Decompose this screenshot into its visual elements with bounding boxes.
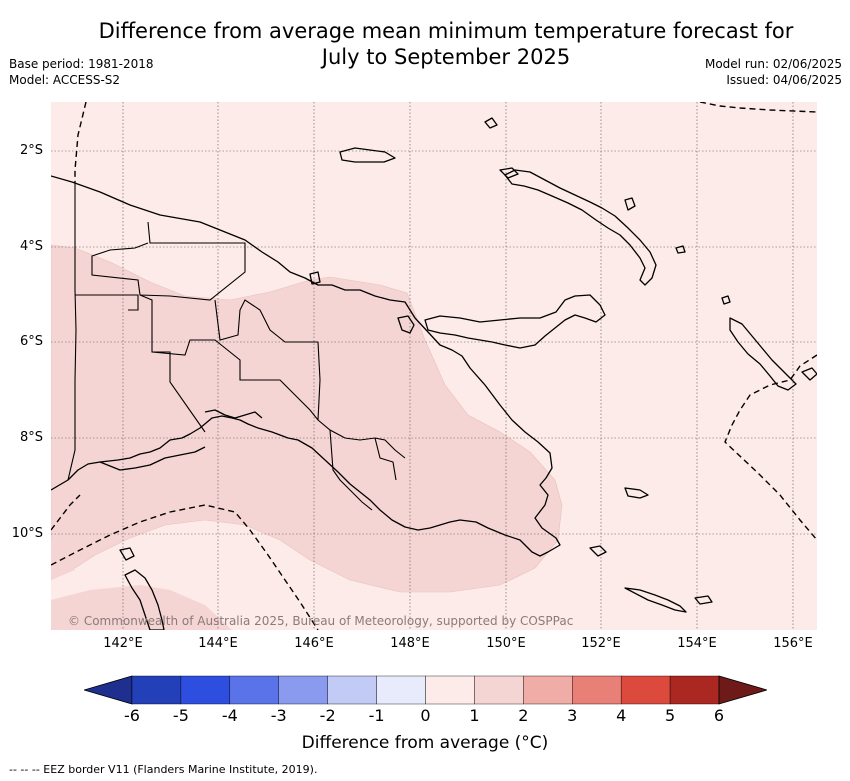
border-line-8 — [374, 437, 397, 481]
colorbar-tick-label: 6 — [713, 706, 725, 725]
lat-label-8s: 8°S — [19, 430, 43, 445]
title-line-2: July to September 2025 — [321, 45, 571, 69]
lat-label-2s: 2°S — [19, 143, 43, 158]
lon-label-142e: 142°E — [103, 636, 143, 651]
colorbar-segment — [327, 675, 377, 705]
colorbar-segment — [229, 675, 279, 705]
torres-strait-islands — [119, 547, 135, 561]
border-line-4 — [151, 339, 262, 381]
lon-label-144e: 144°E — [198, 636, 238, 651]
colorbar-segment — [523, 675, 573, 705]
lon-label-156e: 156°E — [773, 636, 813, 651]
long-island — [309, 271, 321, 285]
eez-east-border — [724, 354, 817, 541]
manus-island — [339, 147, 396, 163]
warm-anomaly-west — [51, 540, 75, 580]
graticule — [51, 102, 817, 630]
warm-anomaly-region — [51, 244, 563, 593]
lat-label-10s: 10°S — [11, 526, 43, 541]
new-hanover — [499, 167, 519, 179]
small-island-2 — [624, 197, 636, 211]
border-line-2 — [75, 294, 139, 311]
lon-label-150e: 150°E — [486, 636, 526, 651]
eez-footnote: -- -- -- EEZ border V11 (Flanders Marine… — [9, 763, 318, 776]
colorbar-segment — [572, 675, 622, 705]
colorbar-segment — [425, 675, 475, 705]
eez-northeast-border — [699, 102, 817, 113]
lon-label-152e: 152°E — [581, 636, 621, 651]
south-coast-islands — [204, 409, 263, 419]
colorbar-segment — [669, 675, 720, 705]
colorbar-tick-label: 4 — [616, 706, 627, 725]
woodlark-island — [694, 595, 713, 605]
colorbar — [82, 675, 769, 705]
eez-southwest-border — [51, 494, 81, 531]
border-line-3 — [139, 294, 206, 433]
colorbar-tick-label: 5 — [664, 706, 676, 725]
small-island-4 — [721, 295, 731, 305]
colorbar-segment — [278, 675, 328, 705]
fly-river-delta — [99, 446, 206, 471]
colorbar-tick-label: 3 — [567, 706, 578, 725]
eez-borders — [51, 102, 817, 630]
lat-label-6s: 6°S — [19, 334, 43, 349]
colorbar-extend-low — [82, 675, 133, 705]
new-britain — [424, 294, 606, 349]
base-period-text: Base period: 1981-2018 — [9, 57, 154, 71]
colorbar-svg — [82, 675, 769, 705]
cape-york — [124, 569, 165, 630]
copyright-text: © Commonwealth of Australia 2025, Bureau… — [68, 614, 574, 628]
colorbar-tick-label: -6 — [124, 706, 140, 725]
eez-south-border — [51, 504, 319, 630]
page-title: Difference from average mean minimum tem… — [60, 18, 832, 70]
new-guinea-north-coast — [51, 175, 561, 557]
colorbar-tick-label: -4 — [221, 706, 238, 725]
title-line-1: Difference from average mean minimum tem… — [98, 19, 794, 43]
lon-label-146e: 146°E — [294, 636, 334, 651]
model-text: Model: ACCESS-S2 — [9, 73, 121, 87]
model-run-text: Model run: 02/06/2025 — [704, 57, 842, 71]
colorbar-tick-label: 1 — [469, 706, 480, 725]
colorbar-extend-high — [718, 675, 769, 705]
meta-right: Model run: 02/06/2025 Issued: 04/06/2025 — [705, 56, 842, 88]
border-line-7 — [329, 429, 373, 511]
lon-label-148e: 148°E — [390, 636, 430, 651]
west-papua-border — [67, 182, 77, 481]
lon-label-154e: 154°E — [677, 636, 717, 651]
colorbar-segment — [180, 675, 231, 705]
map-svg — [51, 102, 817, 630]
administrative-borders — [67, 182, 406, 511]
small-island-1 — [484, 117, 498, 129]
colorbar-segment — [376, 675, 426, 705]
bougainville — [729, 317, 797, 391]
colorbar-tick-label: -2 — [319, 706, 336, 725]
colorbar-segment — [620, 675, 671, 705]
colorbar-segment — [131, 675, 182, 705]
border-line-5 — [214, 299, 321, 421]
coastlines — [51, 117, 817, 630]
warm-anomaly-southwest — [51, 585, 232, 630]
new-ireland — [504, 169, 657, 286]
colorbar-tick-label: 2 — [518, 706, 529, 725]
trobriand-islands — [624, 487, 649, 499]
colorbar-tick-label: -1 — [368, 706, 385, 725]
colorbar-segment — [474, 675, 524, 705]
umboi-island — [397, 315, 415, 334]
colorbar-label: Difference from average (°C) — [301, 733, 549, 753]
eez-west-border — [74, 102, 87, 182]
colorbar-tick-label: -5 — [172, 706, 189, 725]
lat-label-4s: 4°S — [19, 239, 43, 254]
colorbar-tick-label: -3 — [270, 706, 287, 725]
small-island-3 — [675, 245, 686, 254]
meta-left: Base period: 1981-2018 Model: ACCESS-S2 — [9, 56, 154, 88]
dentrecasteaux-islands — [589, 545, 607, 557]
issued-text: Issued: 04/06/2025 — [726, 73, 842, 87]
solomon-north — [801, 367, 817, 381]
colorbar-tick-label: 0 — [420, 706, 431, 725]
louisiade-archipelago — [624, 587, 687, 613]
forecast-map — [51, 102, 817, 630]
